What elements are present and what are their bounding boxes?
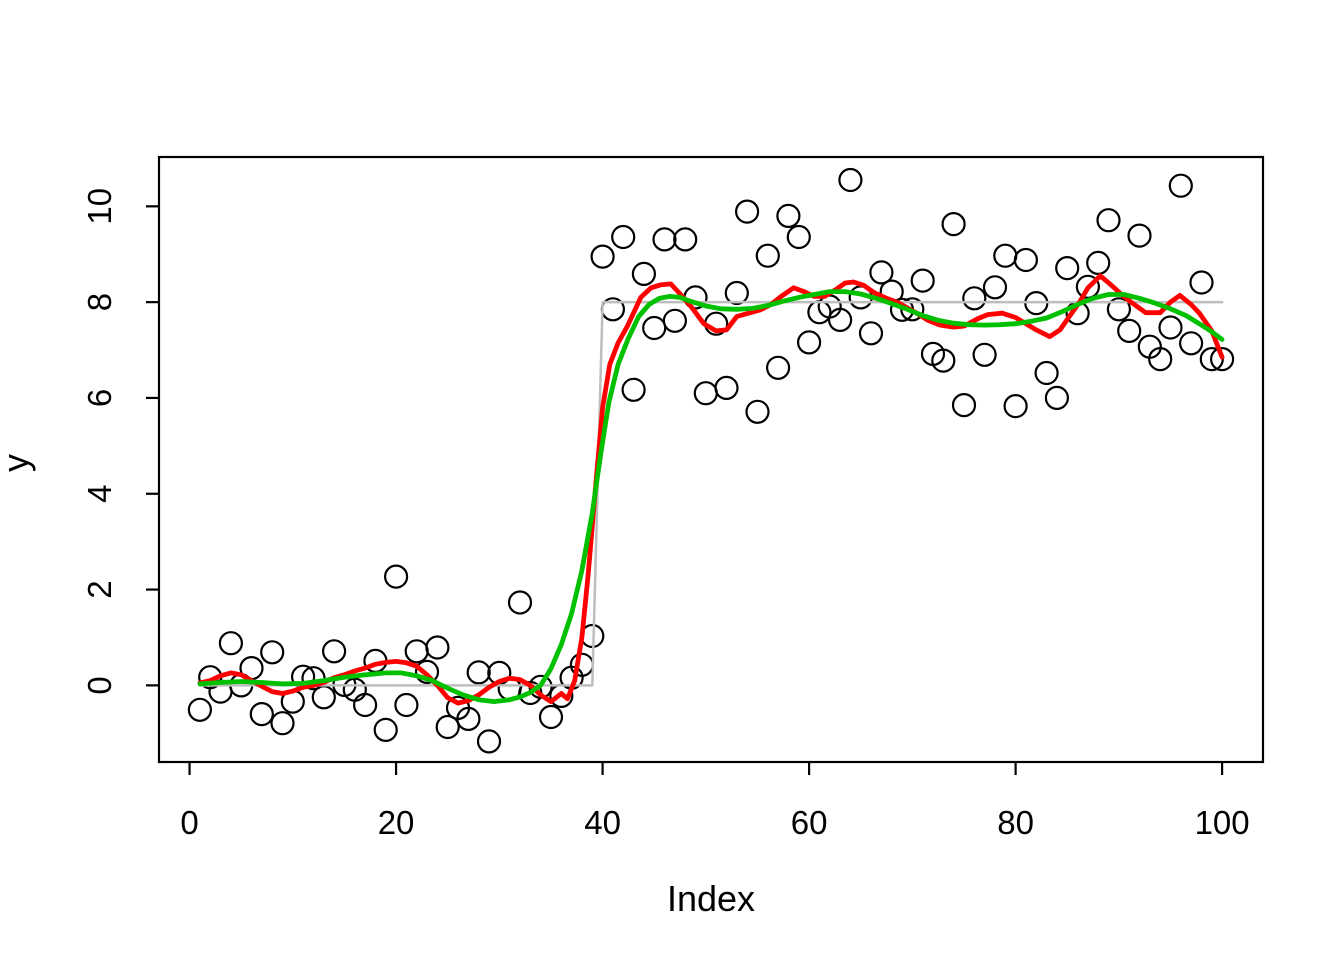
data-point [755, 243, 780, 268]
data-point [982, 275, 1008, 300]
data-point [621, 377, 646, 402]
data-point [538, 704, 564, 730]
data-point [652, 227, 677, 252]
data-point [373, 717, 398, 743]
data-point [745, 399, 770, 424]
data-point [827, 307, 853, 332]
data-point [765, 355, 791, 380]
data-point [724, 280, 749, 306]
data-point [972, 342, 997, 367]
data-point [425, 635, 450, 660]
x-axis-tick-label: 0 [180, 804, 198, 841]
data-point [1034, 360, 1059, 386]
data-point [249, 701, 274, 727]
series-line-kernel-smooth-green [197, 289, 1225, 704]
x-axis-tick-label: 60 [791, 804, 828, 841]
data-point [642, 315, 667, 341]
data-point [776, 203, 801, 228]
data-point [1127, 223, 1152, 248]
data-point [838, 167, 863, 193]
data-point [931, 348, 956, 373]
data-point [962, 286, 987, 311]
y-axis-tick-label: 8 [81, 293, 118, 311]
data-point [435, 714, 460, 740]
y-axis-tick-label: 4 [81, 485, 118, 503]
data-point [1055, 256, 1080, 281]
data-point [1168, 173, 1193, 198]
data-point [1106, 297, 1132, 322]
data-point [1086, 250, 1111, 275]
data-point [1148, 347, 1173, 372]
data-point [414, 659, 440, 685]
data-point [858, 321, 884, 346]
data-point [1178, 331, 1204, 356]
y-axis-tick-label: 0 [81, 676, 118, 694]
data-point [796, 330, 822, 355]
data-point [941, 212, 966, 237]
data-point [611, 224, 636, 250]
data-point [910, 268, 935, 293]
x-axis-tick-label: 20 [378, 804, 415, 841]
y-axis-tick-label: 6 [81, 389, 118, 407]
data-point [1044, 385, 1070, 410]
data-point [693, 381, 718, 406]
data-point [951, 393, 977, 418]
x-axis-tick-label: 80 [997, 804, 1034, 841]
data-point [714, 375, 739, 400]
data-point [353, 692, 378, 718]
data-point [260, 640, 285, 665]
data-point [1189, 270, 1214, 295]
data-point [270, 711, 295, 736]
data-point [1117, 318, 1142, 343]
data-point [404, 639, 429, 664]
y-axis-tick-label: 10 [81, 188, 118, 225]
data-point [466, 660, 491, 685]
plot-box [157, 155, 1265, 764]
data-point [507, 590, 533, 615]
data-point [786, 224, 811, 250]
data-point [187, 697, 212, 722]
data-point [394, 692, 419, 718]
x-axis-tick-label: 40 [584, 804, 621, 841]
data-point [218, 631, 243, 656]
data-point [590, 244, 615, 269]
data-point [1209, 347, 1235, 372]
data-point [476, 729, 502, 754]
data-point [662, 308, 688, 333]
data-point [673, 227, 698, 252]
series-line-true-mean-step [198, 300, 1224, 687]
y-axis-tick-label: 2 [81, 580, 118, 598]
data-point [1096, 208, 1121, 233]
data-point [734, 199, 760, 224]
data-point [322, 639, 347, 664]
data-point [993, 243, 1018, 268]
data-point [384, 564, 409, 589]
y-axis-title: y [0, 403, 37, 523]
data-point [1013, 247, 1039, 273]
x-axis-tick-label: 100 [1195, 804, 1250, 841]
data-point [631, 261, 657, 286]
series-line-running-mean-red [197, 273, 1225, 706]
data-point [1158, 315, 1183, 340]
data-point [1003, 394, 1028, 419]
data-point [456, 706, 481, 732]
data-point [869, 260, 894, 285]
x-axis-title: Index [666, 878, 756, 919]
data-point [311, 685, 336, 710]
